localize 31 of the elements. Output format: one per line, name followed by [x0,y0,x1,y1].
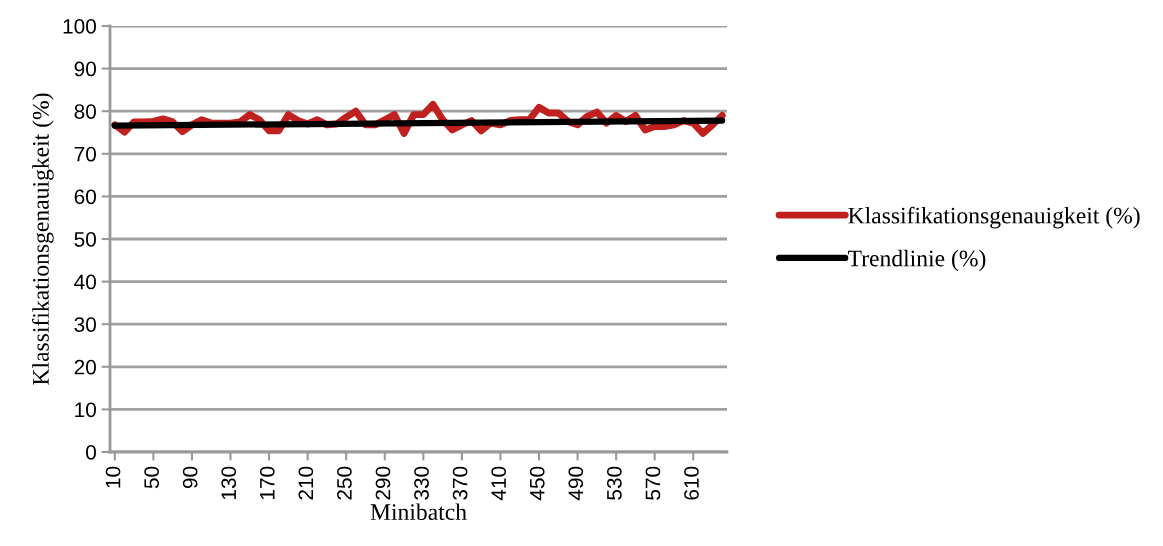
y-tick-label: 60 [74,189,96,205]
x-tick-label: 210 [298,466,314,500]
x-tick-label: 410 [491,466,507,501]
y-tick-label: 20 [74,359,96,375]
x-tick-label: 330 [414,466,429,500]
x-tick-label: 50 [144,466,159,489]
y-tick-label: 90 [74,61,96,77]
x-tick-label: 290 [375,466,391,500]
y-tick-label: 0 [86,445,96,460]
y-tick-label: 100 [63,19,96,34]
x-tick-label: 90 [182,466,198,489]
y-tick-label: 10 [75,402,96,418]
y-axis-title: Klassifikationsgenauigkeit (%) [32,93,54,385]
x-tick-label: 570 [645,466,661,500]
y-tick-label: 40 [74,274,96,290]
x-tick-label: 450 [529,466,545,501]
y-tick-label: 80 [74,104,96,119]
y-tick-label: 30 [74,317,96,332]
x-tick-label: 10 [105,466,121,488]
x-tick-label: 490 [568,466,584,501]
y-tick-label: 50 [74,232,96,247]
x-tick-label: 170 [259,466,275,500]
x-tick-label: 610 [684,466,699,500]
x-tick-label: 130 [221,466,237,500]
x-axis-title: Minibatch [370,503,467,521]
legend-label: Trendlinie (%) [848,249,986,272]
x-tick-label: 530 [606,466,622,500]
legend-label: Klassifikationsgenauigkeit (%) [848,206,1140,229]
y-tick-label: 70 [74,146,96,162]
x-tick-label: 370 [452,466,468,500]
x-tick-label: 250 [337,466,352,500]
